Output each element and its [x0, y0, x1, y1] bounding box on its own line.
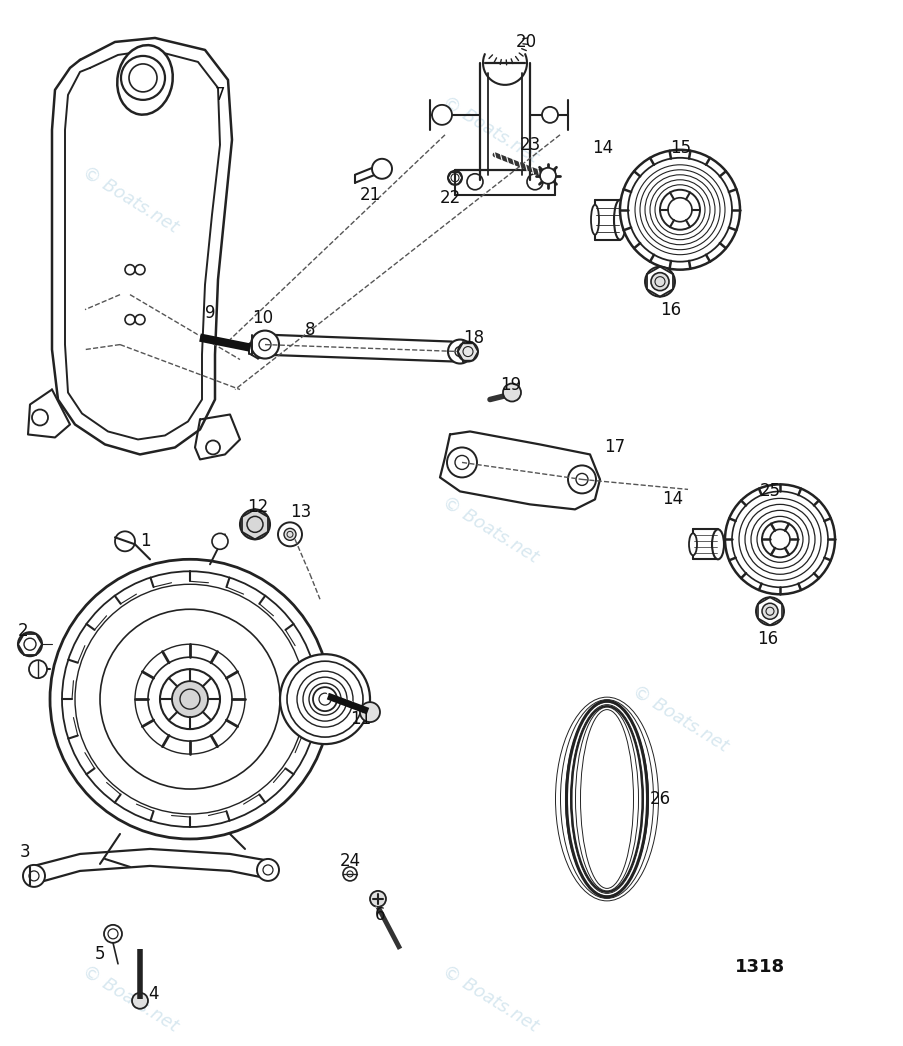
- Text: 19: 19: [499, 376, 520, 393]
- Text: 15: 15: [669, 139, 691, 157]
- Circle shape: [278, 522, 302, 546]
- Text: 8: 8: [304, 320, 315, 339]
- Circle shape: [724, 484, 834, 594]
- Circle shape: [619, 150, 740, 270]
- Text: 17: 17: [603, 438, 625, 456]
- Circle shape: [644, 267, 675, 297]
- Circle shape: [761, 604, 777, 619]
- Circle shape: [256, 859, 279, 881]
- Ellipse shape: [591, 205, 599, 234]
- Text: 14: 14: [661, 491, 683, 508]
- Circle shape: [129, 64, 157, 92]
- Circle shape: [50, 560, 330, 839]
- Text: 9: 9: [205, 303, 215, 321]
- Circle shape: [239, 509, 270, 540]
- Circle shape: [172, 681, 208, 718]
- Circle shape: [342, 867, 357, 881]
- Circle shape: [280, 654, 369, 744]
- Text: 13: 13: [290, 503, 311, 521]
- Circle shape: [160, 669, 219, 729]
- Circle shape: [539, 167, 555, 184]
- Text: 22: 22: [440, 188, 461, 207]
- Text: © Boats.net: © Boats.net: [628, 682, 731, 756]
- Circle shape: [659, 189, 699, 230]
- Circle shape: [212, 533, 228, 549]
- Text: 18: 18: [462, 328, 484, 346]
- Circle shape: [23, 865, 45, 887]
- Circle shape: [132, 993, 148, 1008]
- Circle shape: [458, 342, 478, 362]
- Text: 10: 10: [252, 309, 273, 326]
- Text: © Boats.net: © Boats.net: [79, 712, 182, 786]
- Circle shape: [121, 55, 165, 99]
- Circle shape: [542, 107, 557, 122]
- Text: 26: 26: [649, 790, 670, 808]
- Text: © Boats.net: © Boats.net: [438, 493, 541, 566]
- Text: 14: 14: [591, 139, 612, 157]
- Text: 23: 23: [519, 136, 541, 154]
- Ellipse shape: [613, 200, 625, 240]
- Text: 1: 1: [140, 532, 151, 550]
- Text: 25: 25: [759, 482, 780, 500]
- Text: © Boats.net: © Boats.net: [438, 962, 541, 1036]
- Text: 2: 2: [18, 622, 29, 640]
- Text: 5: 5: [95, 945, 106, 962]
- Circle shape: [372, 159, 392, 179]
- Circle shape: [755, 597, 783, 626]
- Circle shape: [448, 340, 471, 364]
- Text: 11: 11: [349, 710, 371, 728]
- Text: 6: 6: [375, 906, 385, 924]
- Text: 12: 12: [247, 498, 268, 517]
- Circle shape: [432, 105, 452, 124]
- Circle shape: [761, 521, 797, 558]
- Circle shape: [369, 891, 386, 907]
- Text: © Boats.net: © Boats.net: [79, 962, 182, 1036]
- Text: 16: 16: [659, 300, 680, 319]
- Ellipse shape: [688, 533, 696, 555]
- Circle shape: [104, 925, 122, 942]
- Text: © Boats.net: © Boats.net: [438, 93, 541, 166]
- Circle shape: [567, 465, 595, 494]
- Circle shape: [284, 528, 295, 541]
- Circle shape: [359, 702, 379, 722]
- Text: 24: 24: [340, 851, 360, 870]
- Text: © Boats.net: © Boats.net: [79, 163, 182, 236]
- Text: 7: 7: [215, 86, 225, 104]
- Circle shape: [650, 273, 668, 291]
- Circle shape: [18, 632, 42, 656]
- Ellipse shape: [117, 45, 172, 115]
- Circle shape: [29, 660, 47, 678]
- Circle shape: [312, 687, 337, 711]
- Text: 3: 3: [20, 843, 31, 861]
- Text: 16: 16: [756, 630, 777, 649]
- Circle shape: [502, 384, 520, 402]
- Text: 21: 21: [359, 186, 381, 204]
- Text: 20: 20: [516, 32, 536, 51]
- Text: 4: 4: [148, 984, 158, 1003]
- Ellipse shape: [712, 529, 723, 560]
- Ellipse shape: [566, 701, 647, 896]
- Text: 1318: 1318: [734, 958, 785, 976]
- Circle shape: [251, 331, 279, 359]
- Circle shape: [446, 448, 477, 477]
